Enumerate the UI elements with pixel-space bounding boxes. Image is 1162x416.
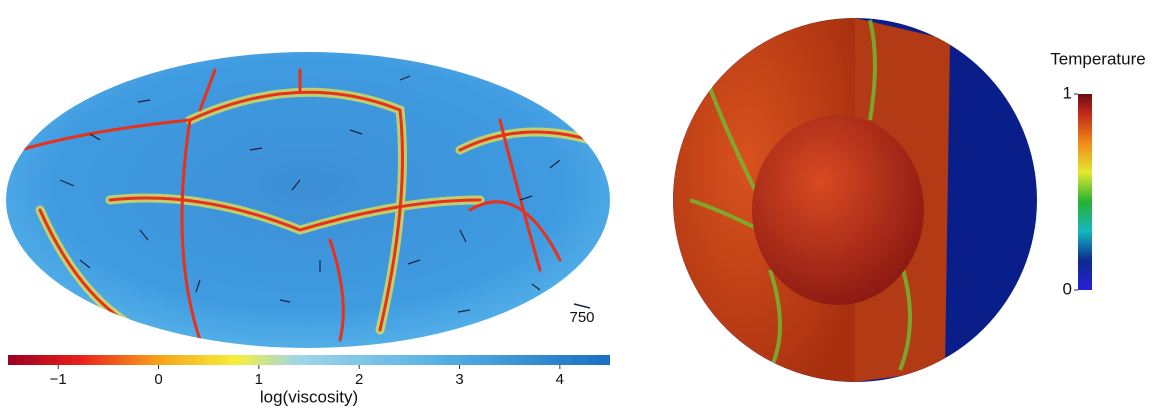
colorbar-gradient [8, 355, 610, 365]
velocity-scale-label: 750 [569, 309, 594, 326]
colorbar-gradient [1078, 94, 1092, 290]
velocity-scale-arrow [573, 303, 591, 309]
tick-label: 2 [355, 371, 363, 388]
tick-label: 4 [556, 371, 564, 388]
tick-label: 1 [255, 371, 263, 388]
tick-label: 1 [1063, 83, 1072, 102]
temperature-colorbar: Temperature 0 1 [1050, 49, 1145, 298]
velocity-arrows [59, 75, 561, 313]
map-background [6, 52, 610, 348]
viscosity-map: 750 [6, 52, 610, 348]
tick-label: 3 [455, 371, 463, 388]
tick-label: 0 [154, 371, 162, 388]
viscosity-colorbar: log(viscosity) −1 0 1 2 3 4 [8, 355, 610, 406]
colorbar-label: log(viscosity) [260, 387, 358, 406]
colorbar-label: Temperature [1050, 49, 1145, 68]
earth-cutaway [673, 18, 1037, 382]
tick-label: −1 [50, 371, 67, 388]
tick-label: 0 [1063, 279, 1072, 298]
core [752, 115, 924, 305]
